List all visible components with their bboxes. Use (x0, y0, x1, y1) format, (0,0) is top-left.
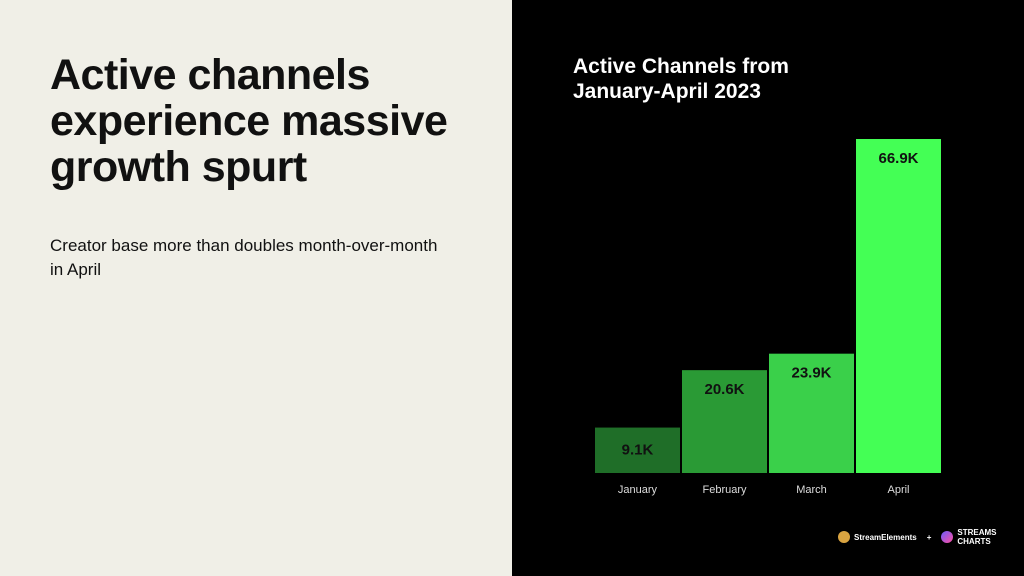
data-label: 20.6K (704, 381, 744, 398)
left-panel: Active channels experience massive growt… (0, 0, 512, 576)
logos: StreamElements + STREAMS CHARTS (838, 528, 1001, 546)
chart-title: Active Channels from January-April 2023 (573, 55, 789, 103)
bar-march (769, 353, 854, 473)
bar-february (682, 370, 767, 473)
x-tick-label: January (618, 484, 658, 496)
data-label: 9.1K (622, 442, 654, 459)
brand2-text: STREAMS CHARTS (957, 528, 997, 546)
subtitle: Creator base more than doubles month-ove… (50, 236, 438, 279)
bar-january (595, 427, 680, 473)
brand1-text: StreamElements (854, 532, 917, 542)
bar-april (856, 139, 941, 473)
x-tick-label: April (887, 484, 909, 496)
data-label: 66.9K (878, 150, 918, 167)
data-label: 23.9K (791, 365, 831, 382)
x-tick-label: March (796, 484, 827, 496)
streamelements-logo: StreamElements (838, 531, 917, 543)
headline: Active channels experience massive growt… (50, 51, 448, 191)
plus-sign: + (926, 532, 932, 542)
streamscharts-logo: STREAMS CHARTS (941, 528, 1001, 546)
x-tick-label: February (702, 484, 747, 496)
